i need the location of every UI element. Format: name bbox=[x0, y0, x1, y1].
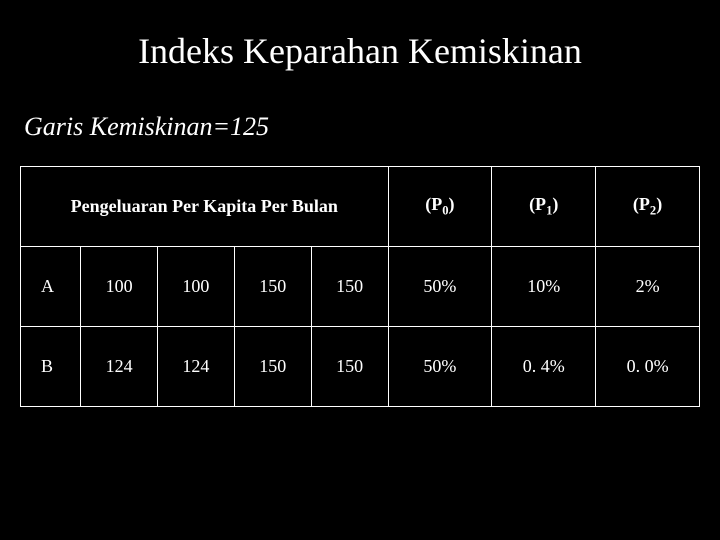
cell-p1: 0. 4% bbox=[492, 327, 596, 407]
cell-p2: 0. 0% bbox=[596, 327, 700, 407]
header-p2: (P2) bbox=[596, 167, 700, 247]
cell: 124 bbox=[81, 327, 158, 407]
cell-p1: 10% bbox=[492, 247, 596, 327]
cell: 100 bbox=[158, 247, 235, 327]
header-pengeluaran: Pengeluaran Per Kapita Per Bulan bbox=[21, 167, 389, 247]
table-row: B 124 124 150 150 50% 0. 4% 0. 0% bbox=[21, 327, 700, 407]
header-p0: (P0) bbox=[388, 167, 492, 247]
cell-p0: 50% bbox=[388, 327, 492, 407]
cell-p2: 2% bbox=[596, 247, 700, 327]
cell-p0: 50% bbox=[388, 247, 492, 327]
row-label: B bbox=[21, 327, 81, 407]
table-row: A 100 100 150 150 50% 10% 2% bbox=[21, 247, 700, 327]
cell: 100 bbox=[81, 247, 158, 327]
row-label: A bbox=[21, 247, 81, 327]
cell: 150 bbox=[234, 327, 311, 407]
cell: 124 bbox=[158, 327, 235, 407]
page-title: Indeks Keparahan Kemiskinan bbox=[20, 30, 700, 72]
cell: 150 bbox=[311, 247, 388, 327]
cell: 150 bbox=[234, 247, 311, 327]
subtitle: Garis Kemiskinan=125 bbox=[24, 112, 700, 142]
poverty-table: Pengeluaran Per Kapita Per Bulan (P0) (P… bbox=[20, 166, 700, 407]
table-header-row: Pengeluaran Per Kapita Per Bulan (P0) (P… bbox=[21, 167, 700, 247]
header-p1: (P1) bbox=[492, 167, 596, 247]
cell: 150 bbox=[311, 327, 388, 407]
slide: Indeks Keparahan Kemiskinan Garis Kemisk… bbox=[0, 0, 720, 540]
